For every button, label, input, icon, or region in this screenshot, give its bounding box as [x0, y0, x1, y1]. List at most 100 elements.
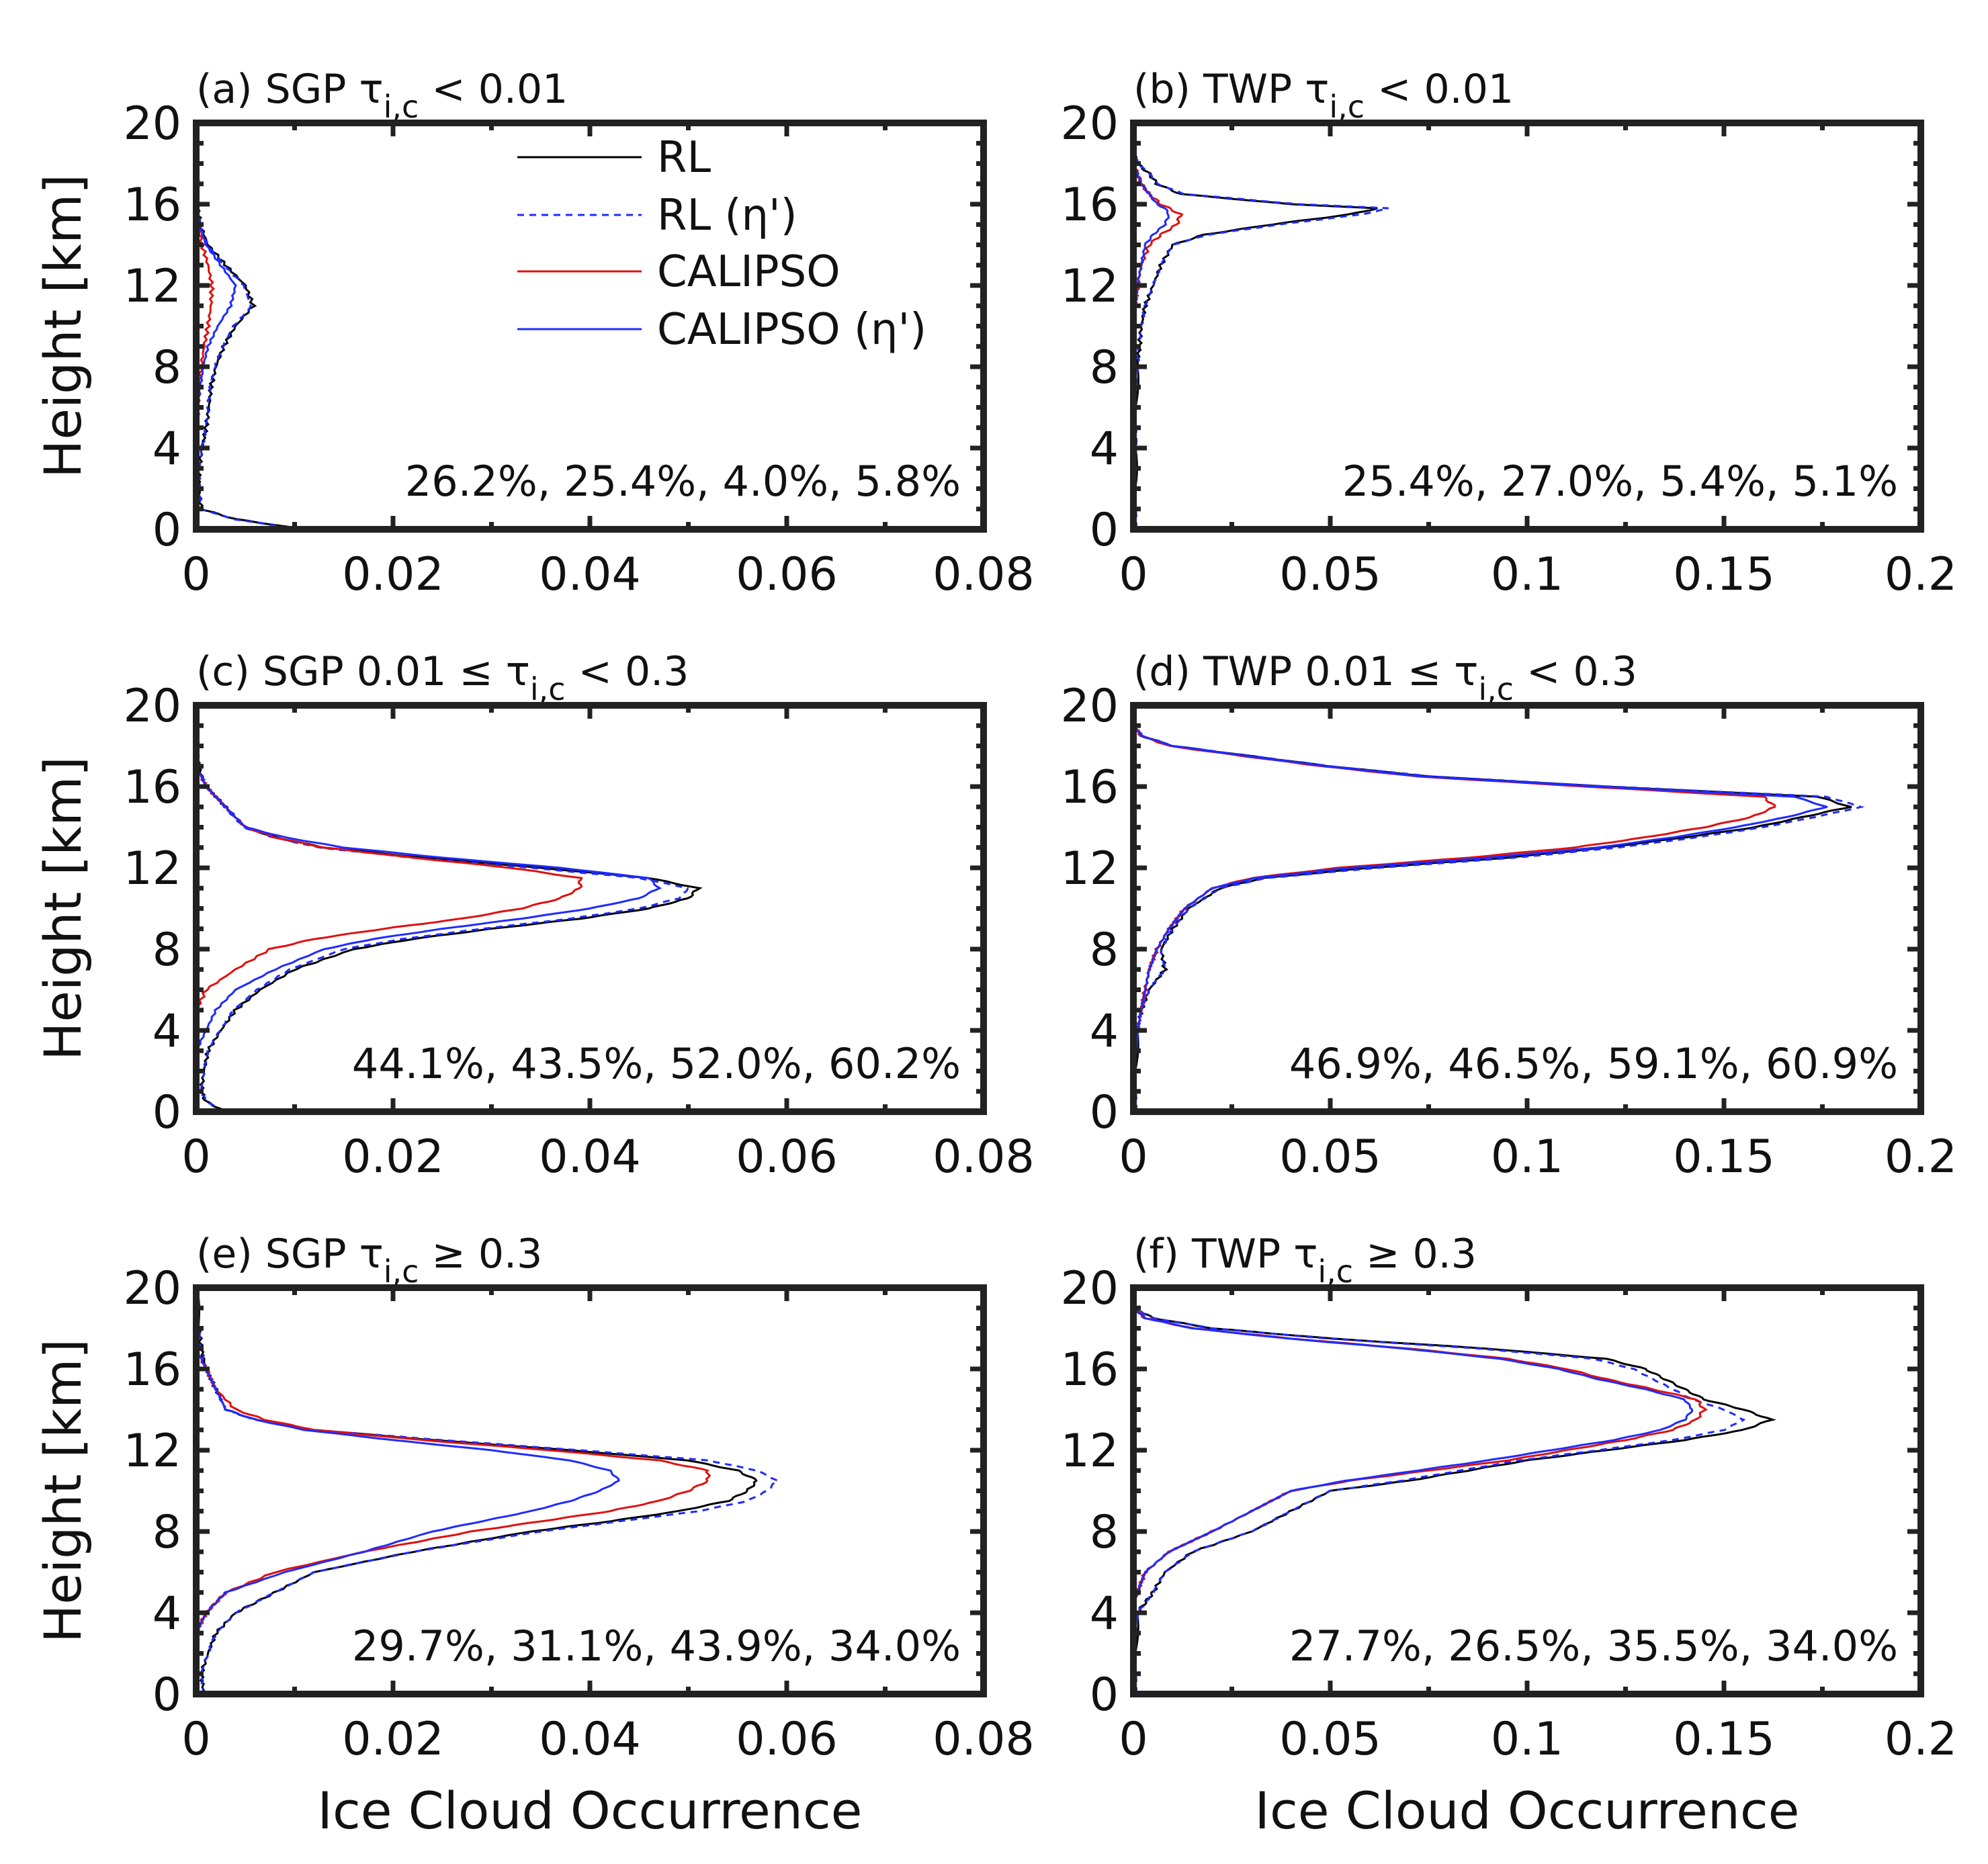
x-tick-label: 0.02 — [342, 548, 443, 601]
panel-title: (e) SGP τi,c ≥ 0.3 — [196, 1231, 542, 1290]
x-tick-label: 0.15 — [1673, 1130, 1774, 1184]
x-tick-label: 0.15 — [1673, 1713, 1774, 1766]
x-tick-label: 0.2 — [1885, 548, 1957, 601]
series-line-2 — [1132, 705, 1865, 1112]
x-tick-label: 0.06 — [736, 548, 837, 601]
panel-title-main: (b) TWP τ — [1133, 66, 1329, 113]
x-tick-label: 0.02 — [342, 1130, 443, 1184]
x-tick-label: 0.2 — [1885, 1713, 1957, 1766]
y-tick-label: 20 — [1060, 1262, 1119, 1315]
panel-title-tail: ≥ 0.3 — [1353, 1231, 1477, 1278]
x-tick-label: 0.1 — [1491, 1713, 1563, 1766]
percent-annotation: 46.9%, 46.5%, 59.1%, 60.9% — [1289, 1039, 1898, 1088]
x-tick-label: 0.06 — [736, 1713, 837, 1766]
y-tick-label: 16 — [123, 179, 181, 232]
x-tick-label: 0.04 — [539, 1713, 640, 1766]
x-tick-label: 0.05 — [1279, 548, 1381, 601]
y-tick-label: 12 — [123, 260, 181, 313]
legend-label-2: RL (η') — [657, 191, 797, 240]
series-line-1 — [1132, 123, 1378, 530]
y-tick-label: 16 — [1060, 179, 1119, 232]
y-tick-label: 16 — [123, 761, 181, 814]
legend-label-3: CALIPSO — [657, 247, 840, 297]
percent-annotation: 25.4%, 27.0%, 5.4%, 5.1% — [1342, 457, 1898, 506]
panel-c: (c) SGP 0.01 ≤ τi,c < 0.3 0 4 8 12 16 20 0 0.02 0… — [33, 648, 1035, 1184]
percent-annotation: 26.2%, 25.4%, 4.0%, 5.8% — [405, 457, 961, 506]
panel-title-subscript: i,c — [1478, 671, 1514, 707]
y-tick-label: 4 — [1090, 423, 1119, 476]
legend-label-1: RL — [657, 133, 711, 183]
y-tick-label: 20 — [123, 97, 181, 150]
y-tick-label: 0 — [1090, 1086, 1119, 1139]
panel-title-subscript: i,c — [1329, 89, 1365, 125]
x-tick-label: 0 — [181, 1713, 210, 1766]
panel-title-subscript: i,c — [384, 1253, 419, 1290]
panel-e: (e) SGP τi,c ≥ 0.3 0 4 8 12 16 20 0 0.02 0.04 0.06… — [33, 1231, 1035, 1840]
series-line-4 — [195, 1288, 620, 1694]
panel-title-subscript: i,c — [530, 671, 566, 707]
series-line-2 — [195, 705, 689, 1113]
y-axis-label: Height [km] — [33, 1339, 93, 1643]
y-tick-label: 0 — [1090, 504, 1119, 557]
x-tick-label: 0.08 — [933, 548, 1034, 601]
x-tick-label: 0.08 — [933, 1130, 1034, 1184]
y-tick-label: 12 — [1060, 1425, 1119, 1478]
x-axis-label: Ice Cloud Occurrence — [318, 1781, 863, 1840]
panel-title-tail: < 0.01 — [1365, 66, 1514, 113]
panel-b: (b) TWP τi,c < 0.01 0 4 8 12 16 20 0 0.05 0.1 0.15… — [1060, 66, 1957, 601]
y-tick-label: 4 — [1090, 1587, 1119, 1640]
x-tick-label: 0.1 — [1491, 548, 1563, 601]
x-tick-label: 0.08 — [933, 1713, 1034, 1766]
y-tick-label: 16 — [123, 1343, 181, 1396]
panel-title: (c) SGP 0.01 ≤ τi,c < 0.3 — [196, 648, 689, 707]
x-axis-label: Ice Cloud Occurrence — [1255, 1781, 1800, 1840]
y-tick-label: 12 — [1060, 260, 1119, 313]
x-tick-label: 0 — [1119, 1130, 1148, 1184]
y-axis-label: Height [km] — [33, 756, 93, 1061]
x-tick-label: 0.04 — [539, 1130, 640, 1184]
x-tick-label: 0 — [1119, 548, 1148, 601]
x-tick-label: 0.04 — [539, 548, 640, 601]
y-tick-label: 20 — [1060, 680, 1119, 733]
panel-title-tail: < 0.3 — [566, 648, 689, 695]
y-tick-label: 8 — [1090, 924, 1119, 977]
y-tick-label: 12 — [123, 1425, 181, 1478]
panel-title-main: (a) SGP τ — [196, 66, 384, 113]
y-tick-label: 8 — [153, 924, 181, 977]
panel-title-subscript: i,c — [384, 89, 419, 125]
series-line-4 — [195, 705, 662, 1112]
percent-annotation: 29.7%, 31.1%, 43.9%, 34.0% — [352, 1622, 961, 1671]
percent-annotation: 27.7%, 26.5%, 35.5%, 34.0% — [1289, 1622, 1898, 1671]
panel-title-main: (e) SGP τ — [196, 1231, 384, 1278]
series-line-2 — [1132, 1288, 1746, 1695]
panel-a: (a) SGP τi,c < 0.01 0 4 8 12 16 20 0 0.02 0.04 0.0… — [33, 66, 1035, 601]
x-tick-label: 0 — [181, 548, 210, 601]
x-tick-label: 0.05 — [1279, 1130, 1381, 1184]
series-line-1 — [195, 123, 305, 531]
panel-title-tail: < 0.3 — [1514, 648, 1637, 695]
panel-title-subscript: i,c — [1317, 1253, 1353, 1290]
x-tick-label: 0.06 — [736, 1130, 837, 1184]
panel-title: (f) TWP τi,c ≥ 0.3 — [1133, 1231, 1477, 1290]
series-line-3 — [195, 1288, 711, 1694]
y-tick-label: 8 — [153, 1506, 181, 1559]
y-tick-label: 20 — [123, 1262, 181, 1315]
y-tick-label: 4 — [1090, 1005, 1119, 1058]
y-tick-label: 20 — [123, 680, 181, 733]
series-line-4 — [1132, 705, 1828, 1112]
legend: RL RL (η') CALIPSO CALIPSO (η') — [517, 133, 926, 355]
y-axis-label: Height [km] — [33, 174, 93, 478]
x-tick-label: 0.05 — [1279, 1713, 1381, 1766]
y-tick-label: 20 — [1060, 97, 1119, 150]
panel-title-main: (d) TWP 0.01 ≤ τ — [1133, 648, 1478, 695]
y-tick-label: 4 — [153, 1587, 181, 1640]
series-line-4 — [1132, 1288, 1694, 1694]
y-tick-label: 0 — [1090, 1669, 1119, 1722]
panel-d: (d) TWP 0.01 ≤ τi,c < 0.3 0 4 8 12 16 20 0 0.05 0… — [1060, 648, 1957, 1184]
y-tick-label: 8 — [1090, 341, 1119, 394]
series-line-2 — [195, 123, 301, 531]
y-tick-label: 4 — [153, 423, 181, 476]
y-tick-label: 0 — [153, 1669, 181, 1722]
y-tick-label: 4 — [153, 1005, 181, 1058]
